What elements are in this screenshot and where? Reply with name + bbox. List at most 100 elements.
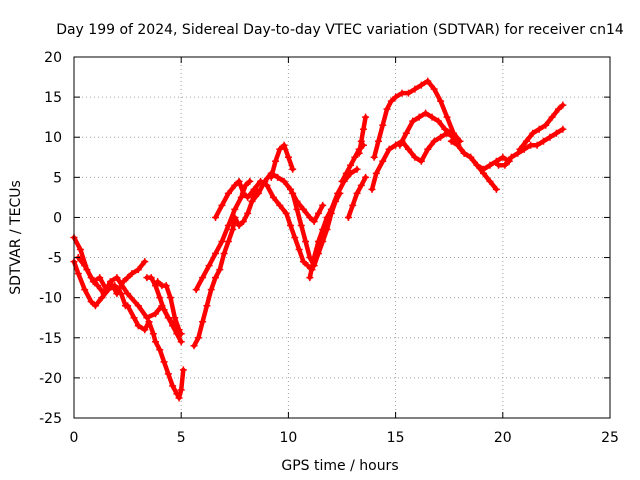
data-point-marker <box>357 137 365 145</box>
data-point-marker <box>175 394 183 402</box>
series-track-6 <box>154 278 183 334</box>
data-point-marker <box>117 290 125 298</box>
data-point-marker <box>194 334 202 342</box>
data-point-marker <box>323 213 331 221</box>
series-line <box>307 167 360 280</box>
data-point-marker <box>467 153 475 161</box>
data-point-marker <box>282 209 290 217</box>
data-point-marker <box>293 205 301 213</box>
data-point-marker <box>299 205 307 213</box>
data-point-marker <box>147 274 155 282</box>
data-point-marker <box>287 185 295 193</box>
data-point-marker <box>392 93 400 101</box>
data-point-marker <box>246 177 254 185</box>
data-point-marker <box>156 294 164 302</box>
data-point-marker <box>434 117 442 125</box>
data-point-marker <box>166 294 174 302</box>
data-point-marker <box>372 169 380 177</box>
data-point-marker <box>160 358 168 366</box>
data-point-marker <box>207 286 215 294</box>
series-track-5 <box>143 274 185 346</box>
data-point-marker <box>359 125 367 133</box>
data-point-marker <box>299 258 307 266</box>
data-point-marker <box>351 153 359 161</box>
series-track-16 <box>355 113 370 157</box>
series-line <box>371 78 463 160</box>
data-point-marker <box>164 370 172 378</box>
data-point-marker <box>319 201 327 209</box>
data-point-marker <box>151 282 159 290</box>
data-point-marker <box>164 314 172 322</box>
data-point-marker <box>559 101 567 109</box>
data-point-marker <box>486 161 494 169</box>
data-point-marker <box>162 282 170 290</box>
data-point-marker <box>387 97 395 105</box>
series-track-21 <box>495 125 567 169</box>
data-point-marker <box>349 201 357 209</box>
data-point-marker <box>310 217 318 225</box>
data-point-marker <box>151 310 159 318</box>
data-point-marker <box>284 153 292 161</box>
x-tick-label: 25 <box>601 430 619 446</box>
data-point-marker <box>454 141 462 149</box>
data-point-marker <box>507 153 515 161</box>
data-point-marker <box>492 185 500 193</box>
data-point-marker <box>177 386 185 394</box>
data-point-marker <box>156 346 164 354</box>
data-point-marker <box>353 189 361 197</box>
data-point-marker <box>559 125 567 133</box>
data-point-marker <box>535 125 543 133</box>
data-point-marker <box>437 133 445 141</box>
data-point-marker <box>422 109 430 117</box>
data-point-marker <box>480 165 488 173</box>
data-point-marker <box>548 113 556 121</box>
data-point-marker <box>533 141 541 149</box>
series-track-11 <box>267 141 297 181</box>
y-axis-label: SDTVAR / TECUs <box>8 180 24 295</box>
data-point-marker <box>417 157 425 165</box>
data-point-marker <box>447 137 455 145</box>
data-point-marker <box>552 129 560 137</box>
data-point-marker <box>212 213 220 221</box>
data-point-marker <box>199 318 207 326</box>
data-point-marker <box>100 290 108 298</box>
data-point-marker <box>374 137 382 145</box>
chart-title: Day 199 of 2024, Sidereal Day-to-day VTE… <box>56 22 624 38</box>
y-tick-label: 0 <box>53 210 62 226</box>
data-point-marker <box>424 145 432 153</box>
series-track-18 <box>370 77 464 161</box>
y-tick-label: -20 <box>39 371 62 387</box>
data-point-marker <box>398 89 406 97</box>
data-point-marker <box>291 234 299 241</box>
y-tick-label: 20 <box>44 50 62 66</box>
series-track-13 <box>306 165 361 282</box>
data-point-marker <box>250 185 258 193</box>
data-point-marker <box>430 137 438 145</box>
x-tick-label: 5 <box>177 430 186 446</box>
x-tick-label: 0 <box>70 430 79 446</box>
x-tick-label: 20 <box>494 430 512 446</box>
y-tick-label: -10 <box>39 291 62 307</box>
data-point-marker <box>404 89 412 97</box>
data-point-marker <box>261 177 269 185</box>
series-track-4 <box>124 302 187 402</box>
data-point-marker <box>409 117 417 125</box>
data-point-marker <box>145 318 153 326</box>
data-point-marker <box>276 201 284 209</box>
series-line <box>449 138 512 172</box>
data-point-marker <box>81 262 89 270</box>
y-tick-label: -5 <box>48 251 62 267</box>
data-point-marker <box>362 113 370 121</box>
data-point-marker <box>220 250 228 258</box>
data-point-marker <box>177 338 185 346</box>
data-point-marker <box>141 326 149 334</box>
data-point-marker <box>98 294 106 302</box>
data-point-marker <box>379 121 387 129</box>
data-point-marker <box>347 161 355 169</box>
y-tick-label: 5 <box>53 170 62 186</box>
data-point-marker <box>306 213 314 221</box>
plot-frame <box>73 56 611 419</box>
data-point-marker <box>362 173 370 181</box>
data-point-marker <box>289 165 297 173</box>
data-point-marker <box>460 149 468 157</box>
